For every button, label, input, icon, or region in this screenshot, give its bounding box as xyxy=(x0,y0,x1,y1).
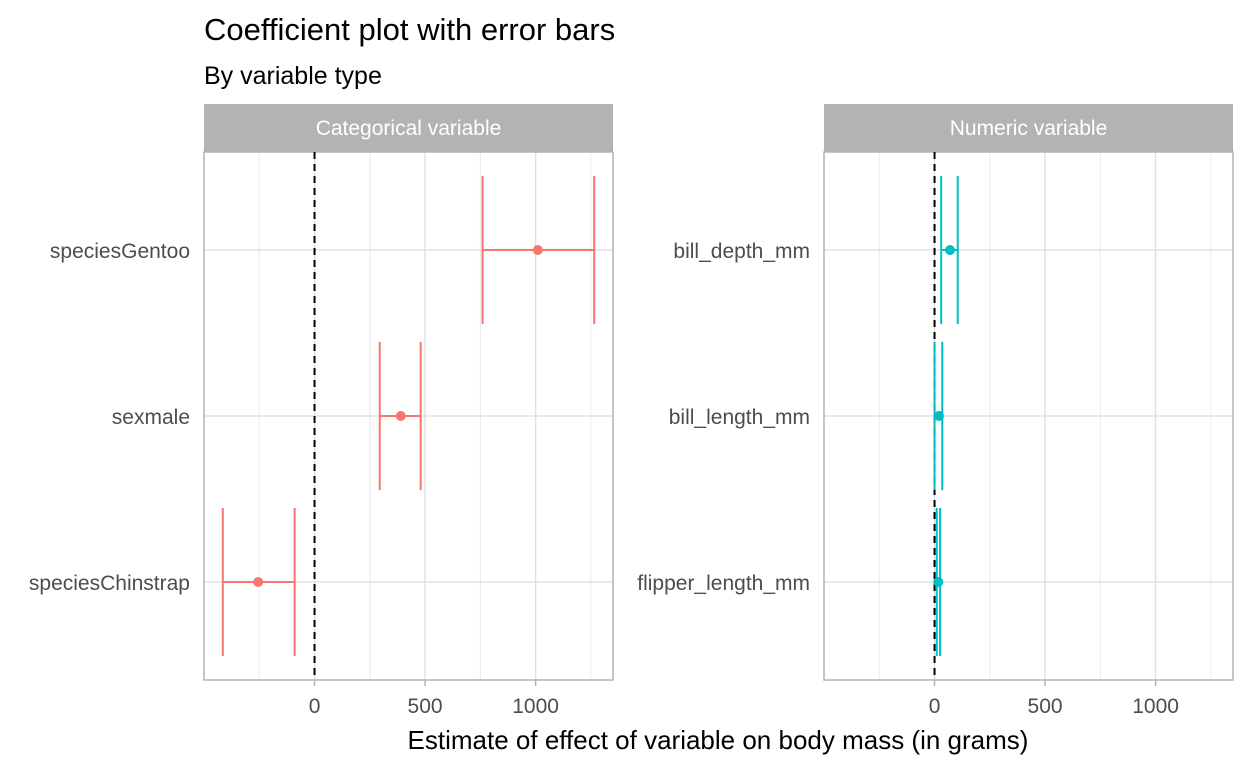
x-tick-label: 1000 xyxy=(1132,695,1179,718)
x-tick-label: 1000 xyxy=(512,695,559,718)
facet-strip xyxy=(824,104,1233,152)
estimate-point-bill_length_mm xyxy=(933,411,944,421)
x-tick-label: 0 xyxy=(309,695,321,718)
estimate-point-speciesGentoo xyxy=(532,245,543,255)
panel-border xyxy=(823,151,1234,681)
facet-strip-label: Numeric variable xyxy=(950,117,1108,140)
x-tick-label: 500 xyxy=(408,695,443,718)
estimate-point-sexmale xyxy=(395,411,406,421)
y-tick-label: bill_length_mm xyxy=(669,406,810,429)
facet-panel-1: Categorical variable speciesGentoo sexmale… xyxy=(29,104,614,718)
estimate-point-flipper_length_mm xyxy=(933,577,944,587)
x-tick-label: 0 xyxy=(929,695,941,718)
y-tick-label: flipper_length_mm xyxy=(637,572,810,595)
x-tick-label: 500 xyxy=(1028,695,1063,718)
estimate-point-bill_depth_mm xyxy=(945,245,956,255)
facet-strip xyxy=(204,104,613,152)
y-tick-label: speciesGentoo xyxy=(50,240,190,263)
y-tick-label: sexmale xyxy=(112,406,190,429)
chart-subtitle: By variable type xyxy=(204,62,382,90)
estimate-point-speciesChinstrap xyxy=(253,577,264,587)
facet-strip-label: Categorical variable xyxy=(316,117,502,140)
facet-panel-2: Numeric variable bill_depth_mm bill_length… xyxy=(637,104,1234,718)
x-axis-title: Estimate of effect of variable on body m… xyxy=(408,725,1029,755)
y-tick-label: bill_depth_mm xyxy=(673,240,810,263)
chart-title: Coefficient plot with error bars xyxy=(204,12,615,47)
panel-border xyxy=(203,151,614,681)
y-tick-label: speciesChinstrap xyxy=(29,572,190,595)
facet-panels: Categorical variable speciesGentoo sexmale… xyxy=(29,104,1234,718)
